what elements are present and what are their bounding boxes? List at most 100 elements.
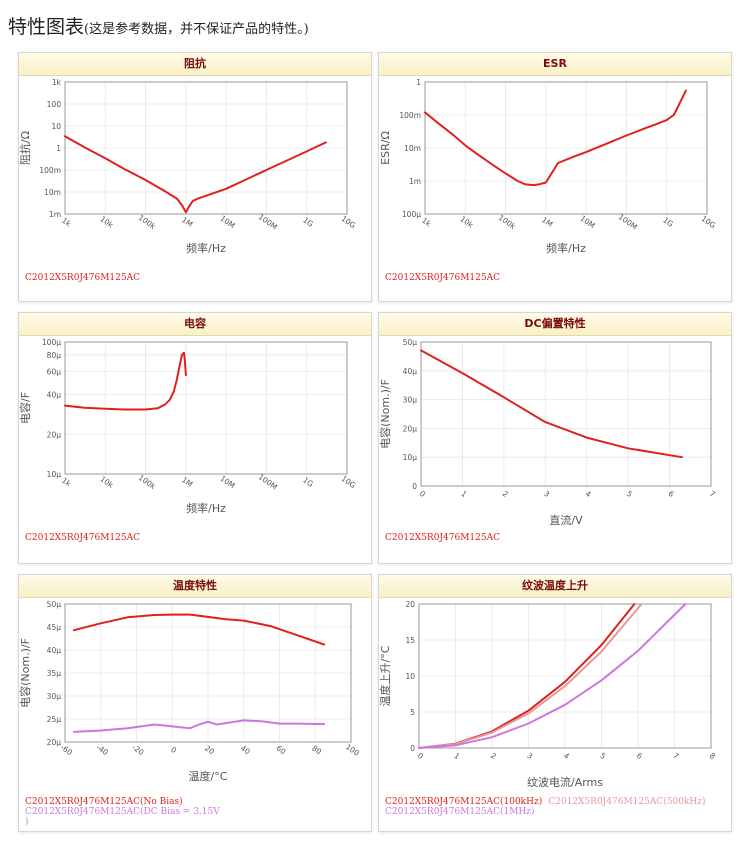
- x-tick-label: 10G: [700, 214, 718, 230]
- chart-legend: C2012X5R0J476M125AC(No Bias)C2012X5R0J47…: [25, 797, 371, 827]
- x-tick-label: 0: [416, 751, 425, 761]
- legend-entry: C2012X5R0J476M125AC: [25, 273, 140, 283]
- x-tick-label: 80: [310, 744, 323, 757]
- x-tick-label: 100k: [137, 213, 158, 231]
- x-tick-label: 8: [708, 751, 717, 761]
- x-tick-label: 10M: [218, 214, 236, 231]
- x-tick-label: 6: [666, 489, 675, 499]
- x-tick-label: 100: [344, 742, 361, 758]
- y-tick-label: 40μ: [47, 646, 62, 655]
- x-tick-label: 100k: [497, 213, 518, 231]
- capacitance-chart-panel: 电容 10μ 20μ 40μ 60μ 80μ 100μ 1k 10k 100k 1M 10M 100M…: [18, 312, 372, 564]
- x-tick-label: 1M: [180, 475, 194, 489]
- y-axis-title: 温度上升/°C: [379, 645, 392, 706]
- x-tick-label: 1: [459, 489, 468, 499]
- esr-chart: 100μ 1m 10m 100m 1 1k 10k 100k 1M 10M 100M 1G 10G 频率/…: [379, 78, 718, 255]
- chart-title: 温度特性: [19, 575, 371, 598]
- legend-entry: C2012X5R0J476M125AC(DC Bias = 3.15V ): [25, 807, 220, 827]
- y-axis-title: ESR/Ω: [379, 131, 392, 165]
- x-tick-label: 5: [625, 489, 634, 499]
- x-axis-title: 直流/V: [549, 513, 583, 527]
- y-axis-title: 电容(Nom.)/F: [19, 638, 32, 708]
- chart-legend: C2012X5R0J476M125AC: [385, 533, 506, 543]
- x-tick-label: 1: [452, 751, 461, 761]
- ripple-chart: 0 5 10 15 20 0 1 2 3 4 5 6 7 8 纹波电流/Arms 温度上升/°C: [379, 600, 717, 789]
- x-tick-label: 1G: [301, 215, 315, 229]
- legend-entry: C2012X5R0J476M125AC(500kHz): [548, 797, 706, 807]
- x-tick-label: 6: [635, 751, 644, 761]
- y-tick-label: 0: [412, 482, 417, 491]
- chart-title: 纹波温度上升: [379, 575, 731, 598]
- y-tick-label: 100m: [39, 166, 61, 175]
- x-axis-title: 频率/Hz: [186, 501, 226, 515]
- x-tick-label: 10G: [340, 214, 358, 230]
- y-tick-label: 20: [405, 600, 415, 609]
- x-tick-label: 0: [418, 489, 427, 499]
- plot-frame: [424, 81, 708, 215]
- x-axis-title: 频率/Hz: [546, 241, 586, 255]
- y-tick-label: 15: [405, 636, 415, 645]
- y-axis-title: 电容/F: [19, 392, 32, 424]
- y-tick-label: 35μ: [47, 669, 62, 678]
- legend-entry: C2012X5R0J476M125AC(No Bias): [25, 797, 183, 807]
- chart-title: DC偏置特性: [379, 313, 731, 336]
- y-tick-label: 10m: [404, 144, 421, 153]
- chart-legend: C2012X5R0J476M125AC: [25, 273, 146, 283]
- x-axis-title: 频率/Hz: [186, 241, 226, 255]
- y-tick-label: 1k: [52, 78, 62, 87]
- x-tick-label: 40: [239, 744, 252, 757]
- series-line: [64, 351, 187, 411]
- series-line: [418, 603, 643, 749]
- y-tick-label: 30μ: [47, 692, 62, 701]
- y-tick-label: 60μ: [47, 367, 62, 376]
- x-tick-label: 1M: [540, 215, 554, 229]
- series-line: [418, 603, 687, 749]
- series-line: [64, 135, 327, 214]
- x-tick-label: 10k: [458, 214, 475, 230]
- ripple-chart-panel: 纹波温度上升 0 5 10 15 20 0 1 2 3 4 5 6 7 8 纹波电流/Arms 温度上升/°C…: [378, 574, 732, 832]
- dc-bias-chart: 0 10μ 20μ 30μ 40μ 50μ 0 1 2 3 4 5 6 7 直流/V 电容(Nom.)/F: [379, 338, 717, 527]
- x-tick-label: 1G: [301, 475, 315, 489]
- x-tick-label: 4: [584, 489, 593, 499]
- temperature-chart: 20μ 25μ 30μ 35μ 40μ 45μ 50μ -60 -40 -20 0 20 40 60 80 1…: [19, 600, 361, 783]
- x-tick-label: 3: [542, 489, 551, 499]
- page-title-note: (这是参考数据，并不保证产品的特性。): [84, 22, 309, 37]
- y-tick-label: 50μ: [403, 338, 418, 347]
- x-tick-label: 1G: [661, 215, 675, 229]
- y-tick-label: 40μ: [47, 391, 62, 400]
- y-tick-label: 100: [47, 100, 62, 109]
- x-tick-label: 2: [489, 751, 498, 761]
- page-title: 特性图表(这是参考数据，并不保证产品的特性。): [8, 12, 309, 39]
- x-axis-title: 纹波电流/Arms: [527, 775, 603, 789]
- x-tick-label: 100M: [257, 472, 279, 491]
- x-tick-label: 10k: [98, 474, 115, 490]
- capacitance-chart: 10μ 20μ 40μ 60μ 80μ 100μ 1k 10k 100k 1M 10M 100M 1G 1…: [19, 338, 357, 515]
- chart-title: ESR: [379, 53, 731, 76]
- x-tick-label: -60: [59, 743, 74, 758]
- x-tick-label: 10M: [218, 474, 236, 491]
- x-tick-label: 100k: [137, 473, 158, 491]
- y-tick-label: 45μ: [47, 623, 62, 632]
- impedance-chart-panel: 阻抗 1m 10m 100m 1 10 100 1k 1k 10k 100k 1M 10M 100M 1G…: [18, 52, 372, 302]
- chart-legend: C2012X5R0J476M125AC: [385, 273, 506, 283]
- series-line: [72, 613, 326, 646]
- x-tick-label: 100M: [257, 212, 279, 231]
- y-tick-label: 1: [416, 78, 421, 87]
- page-title-text: 特性图表: [8, 16, 85, 38]
- y-tick-label: 50μ: [47, 600, 62, 609]
- y-tick-label: 40μ: [403, 367, 418, 376]
- x-tick-label: 4: [562, 751, 571, 761]
- plot-frame: [420, 341, 712, 487]
- x-tick-label: 20: [203, 744, 216, 757]
- x-tick-label: 3: [525, 751, 534, 761]
- series-line: [424, 89, 687, 187]
- impedance-chart: 1m 10m 100m 1 10 100 1k 1k 10k 100k 1M 10M 100M 1G 10G…: [19, 78, 358, 255]
- x-tick-label: 10M: [578, 214, 596, 231]
- x-tick-label: 1k: [60, 216, 73, 229]
- legend-entry: C2012X5R0J476M125AC(1MHz): [385, 807, 535, 817]
- y-tick-label: 10: [51, 122, 61, 131]
- legend-entry: C2012X5R0J476M125AC: [385, 533, 500, 543]
- x-tick-label: 0: [169, 745, 178, 755]
- y-tick-label: 100m: [399, 111, 421, 120]
- x-tick-label: 2: [501, 489, 510, 499]
